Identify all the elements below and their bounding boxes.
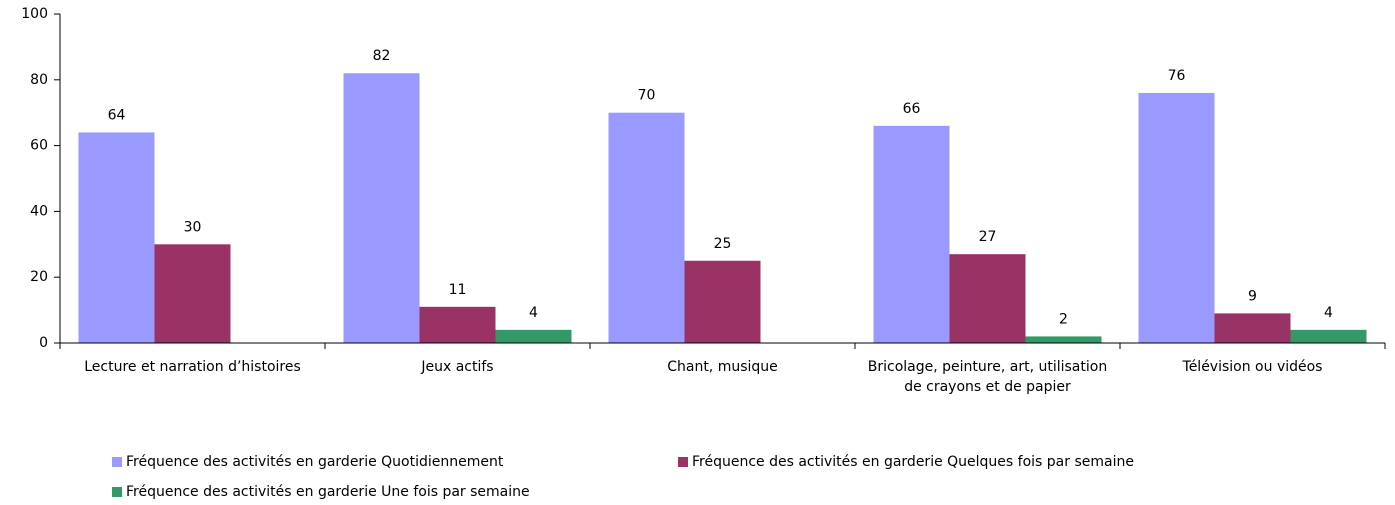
data-label: 64 (108, 107, 126, 123)
bar (154, 244, 231, 343)
bar (78, 132, 155, 343)
data-label: 11 (449, 282, 467, 298)
data-label: 30 (184, 219, 202, 235)
bar (419, 306, 496, 343)
legend-swatch (112, 487, 122, 497)
data-label: 2 (1059, 311, 1068, 327)
y-tick-label: 20 (30, 269, 48, 285)
data-label: 76 (1168, 68, 1186, 84)
data-label: 4 (529, 305, 538, 321)
data-label: 66 (903, 101, 921, 117)
x-tick-label: Bricolage, peinture, art, utilisation de… (867, 359, 1108, 395)
bar (949, 254, 1026, 343)
bar (1138, 92, 1215, 344)
data-label: 25 (714, 236, 732, 252)
bar (343, 73, 420, 343)
bar (1025, 336, 1102, 343)
bar (1290, 329, 1367, 343)
y-tick-label: 40 (30, 203, 48, 219)
legend-label: Fréquence des activités en garderie Quel… (692, 454, 1134, 470)
x-tick-label: Chant, musique (667, 359, 778, 375)
x-tick-label-box: Lecture et narration d’histoires (84, 359, 301, 375)
x-tick-label-box: Bricolage, peinture, art, utilisation de… (867, 359, 1108, 395)
data-label: 27 (979, 229, 997, 245)
data-label: 82 (373, 48, 391, 64)
x-tick-label-box: Jeux actifs (421, 359, 494, 375)
data-label: 70 (638, 88, 656, 104)
bar (495, 329, 572, 343)
x-tick-label-box: Chant, musique (667, 359, 778, 375)
y-tick-label: 100 (21, 6, 48, 22)
x-tick-label: Télévision ou vidéos (1182, 359, 1323, 375)
bar (873, 125, 950, 343)
y-tick-label: 80 (30, 72, 48, 88)
data-label: 9 (1248, 288, 1257, 304)
legend-label: Fréquence des activités en garderie Quot… (126, 454, 504, 470)
legend-swatch (678, 457, 688, 467)
data-label: 4 (1324, 305, 1333, 321)
legend-swatch (112, 457, 122, 467)
legend-label: Fréquence des activités en garderie Une … (126, 484, 530, 500)
bar (1214, 313, 1291, 343)
x-tick-label: Lecture et narration d’histoires (84, 359, 301, 375)
y-tick-label: 0 (39, 335, 48, 351)
y-tick-label: 60 (30, 138, 48, 154)
bar (608, 112, 685, 343)
x-tick-label: Jeux actifs (421, 359, 494, 375)
x-tick-label-box: Télévision ou vidéos (1182, 359, 1323, 375)
bar (684, 260, 761, 343)
